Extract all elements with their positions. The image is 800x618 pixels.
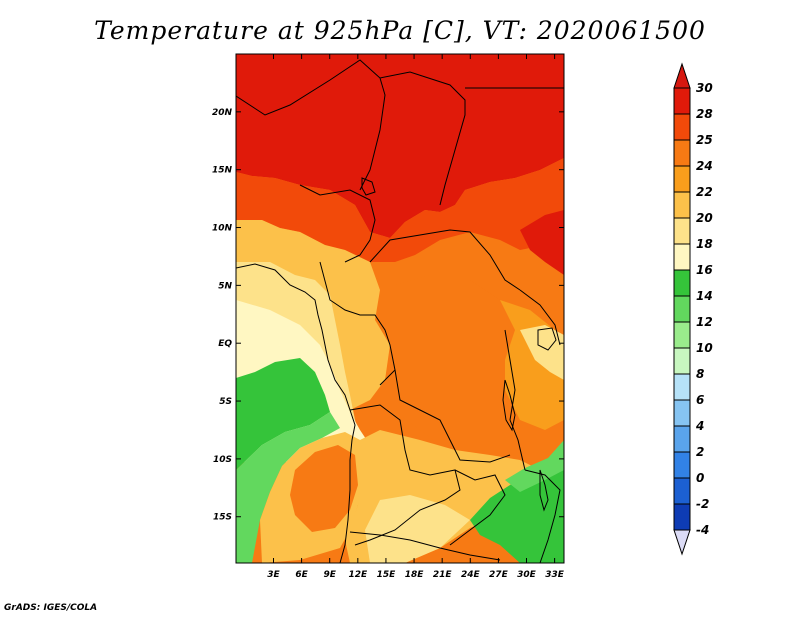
lon-tick-label: 15E: [377, 570, 397, 580]
colorbar-swatch: [673, 191, 691, 219]
lon-tick-label: 30E: [517, 570, 537, 580]
colorbar-label: 30: [696, 81, 713, 95]
field-20-east: [520, 325, 564, 380]
field-14-ocean: [236, 412, 340, 563]
colorbar-label: 18: [696, 237, 713, 251]
lake-chad: [361, 177, 376, 196]
colorbar-swatch: [673, 269, 691, 297]
lon-tick-label: 9E: [324, 570, 337, 580]
colorbar-label: 20: [696, 211, 713, 225]
lon-tick-label: 6E: [295, 570, 308, 580]
border-cameroon-congo: [319, 261, 396, 386]
grads-credit: GrADS: IGES/COLA: [4, 603, 98, 613]
lon-tick-label: 3E: [267, 570, 280, 580]
map-frame: [235, 53, 565, 564]
border-niger-chad: [379, 71, 466, 206]
field-14-southeast: [505, 440, 564, 492]
longitude-ticks: 3E 6E 9E 12E 15E 18E 21E 24E 27E 30E 33E: [267, 54, 565, 580]
border-namibia: [349, 531, 501, 561]
colorbar-swatch: [673, 477, 691, 505]
border-car: [369, 229, 521, 291]
lon-tick-label: 12E: [348, 570, 368, 580]
field-20-south: [365, 495, 470, 563]
colorbar-swatch: [673, 503, 691, 531]
colorbar-swatch: [673, 113, 691, 141]
lon-tick-label: 24E: [461, 570, 481, 580]
colorbar-swatch: [673, 425, 691, 453]
lat-tick-label: 20N: [212, 108, 233, 118]
colorbar-label: 16: [696, 263, 713, 277]
temperature-field: [236, 54, 564, 563]
field-16-ocean: [236, 358, 330, 470]
border-drc: [394, 369, 511, 463]
colorbar-swatch: [673, 347, 691, 375]
colorbar-label: 28: [696, 107, 713, 121]
lat-tick-label: 5N: [218, 281, 232, 291]
lon-tick-label: 21E: [433, 570, 453, 580]
colorbar-label: -2: [696, 497, 709, 511]
field-25-congo: [390, 275, 515, 445]
latitude-ticks: 20N 15N 10N 5N EQ 5S 10S 15S: [212, 108, 564, 523]
colorbar-label: -4: [696, 523, 709, 537]
lake-tanganyika: [502, 379, 516, 432]
colorbar-label: 10: [696, 341, 713, 355]
lon-tick-label: 18E: [405, 570, 425, 580]
colorbar-swatch: [673, 399, 691, 427]
lake-malawi: [539, 469, 549, 512]
lat-tick-label: 5S: [219, 397, 232, 407]
colorbar-swatch: [673, 139, 691, 167]
colorbar-label: 22: [696, 185, 713, 199]
lon-tick-label: 33E: [545, 570, 565, 580]
colorbar-swatch: [673, 87, 691, 115]
border-zambia: [449, 469, 506, 546]
colorbar-bottom-cap: [673, 529, 691, 556]
field-28-ethiopia: [520, 210, 564, 275]
colorbar-label: 8: [696, 367, 704, 381]
border-sahara: [236, 59, 386, 191]
colorbar-swatch: [673, 373, 691, 401]
colorbar-label: 2: [696, 445, 704, 459]
colorbar-label: 0: [696, 471, 704, 485]
lon-tick-label: 27E: [489, 570, 509, 580]
colorbar-label: 4: [695, 419, 704, 433]
colorbar-label: 14: [696, 289, 713, 303]
lat-tick-label: 15N: [212, 166, 233, 176]
colorbar-swatch: [673, 165, 691, 193]
lat-tick-label: EQ: [218, 339, 232, 349]
colorbar-swatch: [673, 217, 691, 245]
colorbar-label: 12: [696, 315, 713, 329]
field-25-angola: [290, 445, 358, 532]
colorbar-label: 6: [696, 393, 704, 407]
colorbar-swatch: [673, 243, 691, 271]
map-title: Temperature at 925hPa [C], VT: 202006150…: [94, 16, 706, 45]
border-uganda: [519, 289, 561, 346]
colorbar-swatch: [673, 295, 691, 323]
lake-victoria: [537, 327, 557, 351]
colorbar-swatch: [673, 451, 691, 479]
lat-tick-label: 10N: [212, 224, 233, 234]
boundaries: [236, 59, 564, 563]
border-nigeria: [299, 184, 376, 263]
field-30-north: [236, 54, 564, 238]
colorbar-top-cap: [673, 62, 691, 89]
lat-tick-label: 10S: [213, 455, 232, 465]
coastline: [236, 263, 356, 563]
colorbar-label: 24: [696, 159, 713, 173]
lat-tick-label: 15S: [213, 513, 232, 523]
colorbar-swatch: [673, 321, 691, 349]
field-28-band: [236, 158, 564, 262]
colorbar-label: 25: [696, 133, 713, 147]
